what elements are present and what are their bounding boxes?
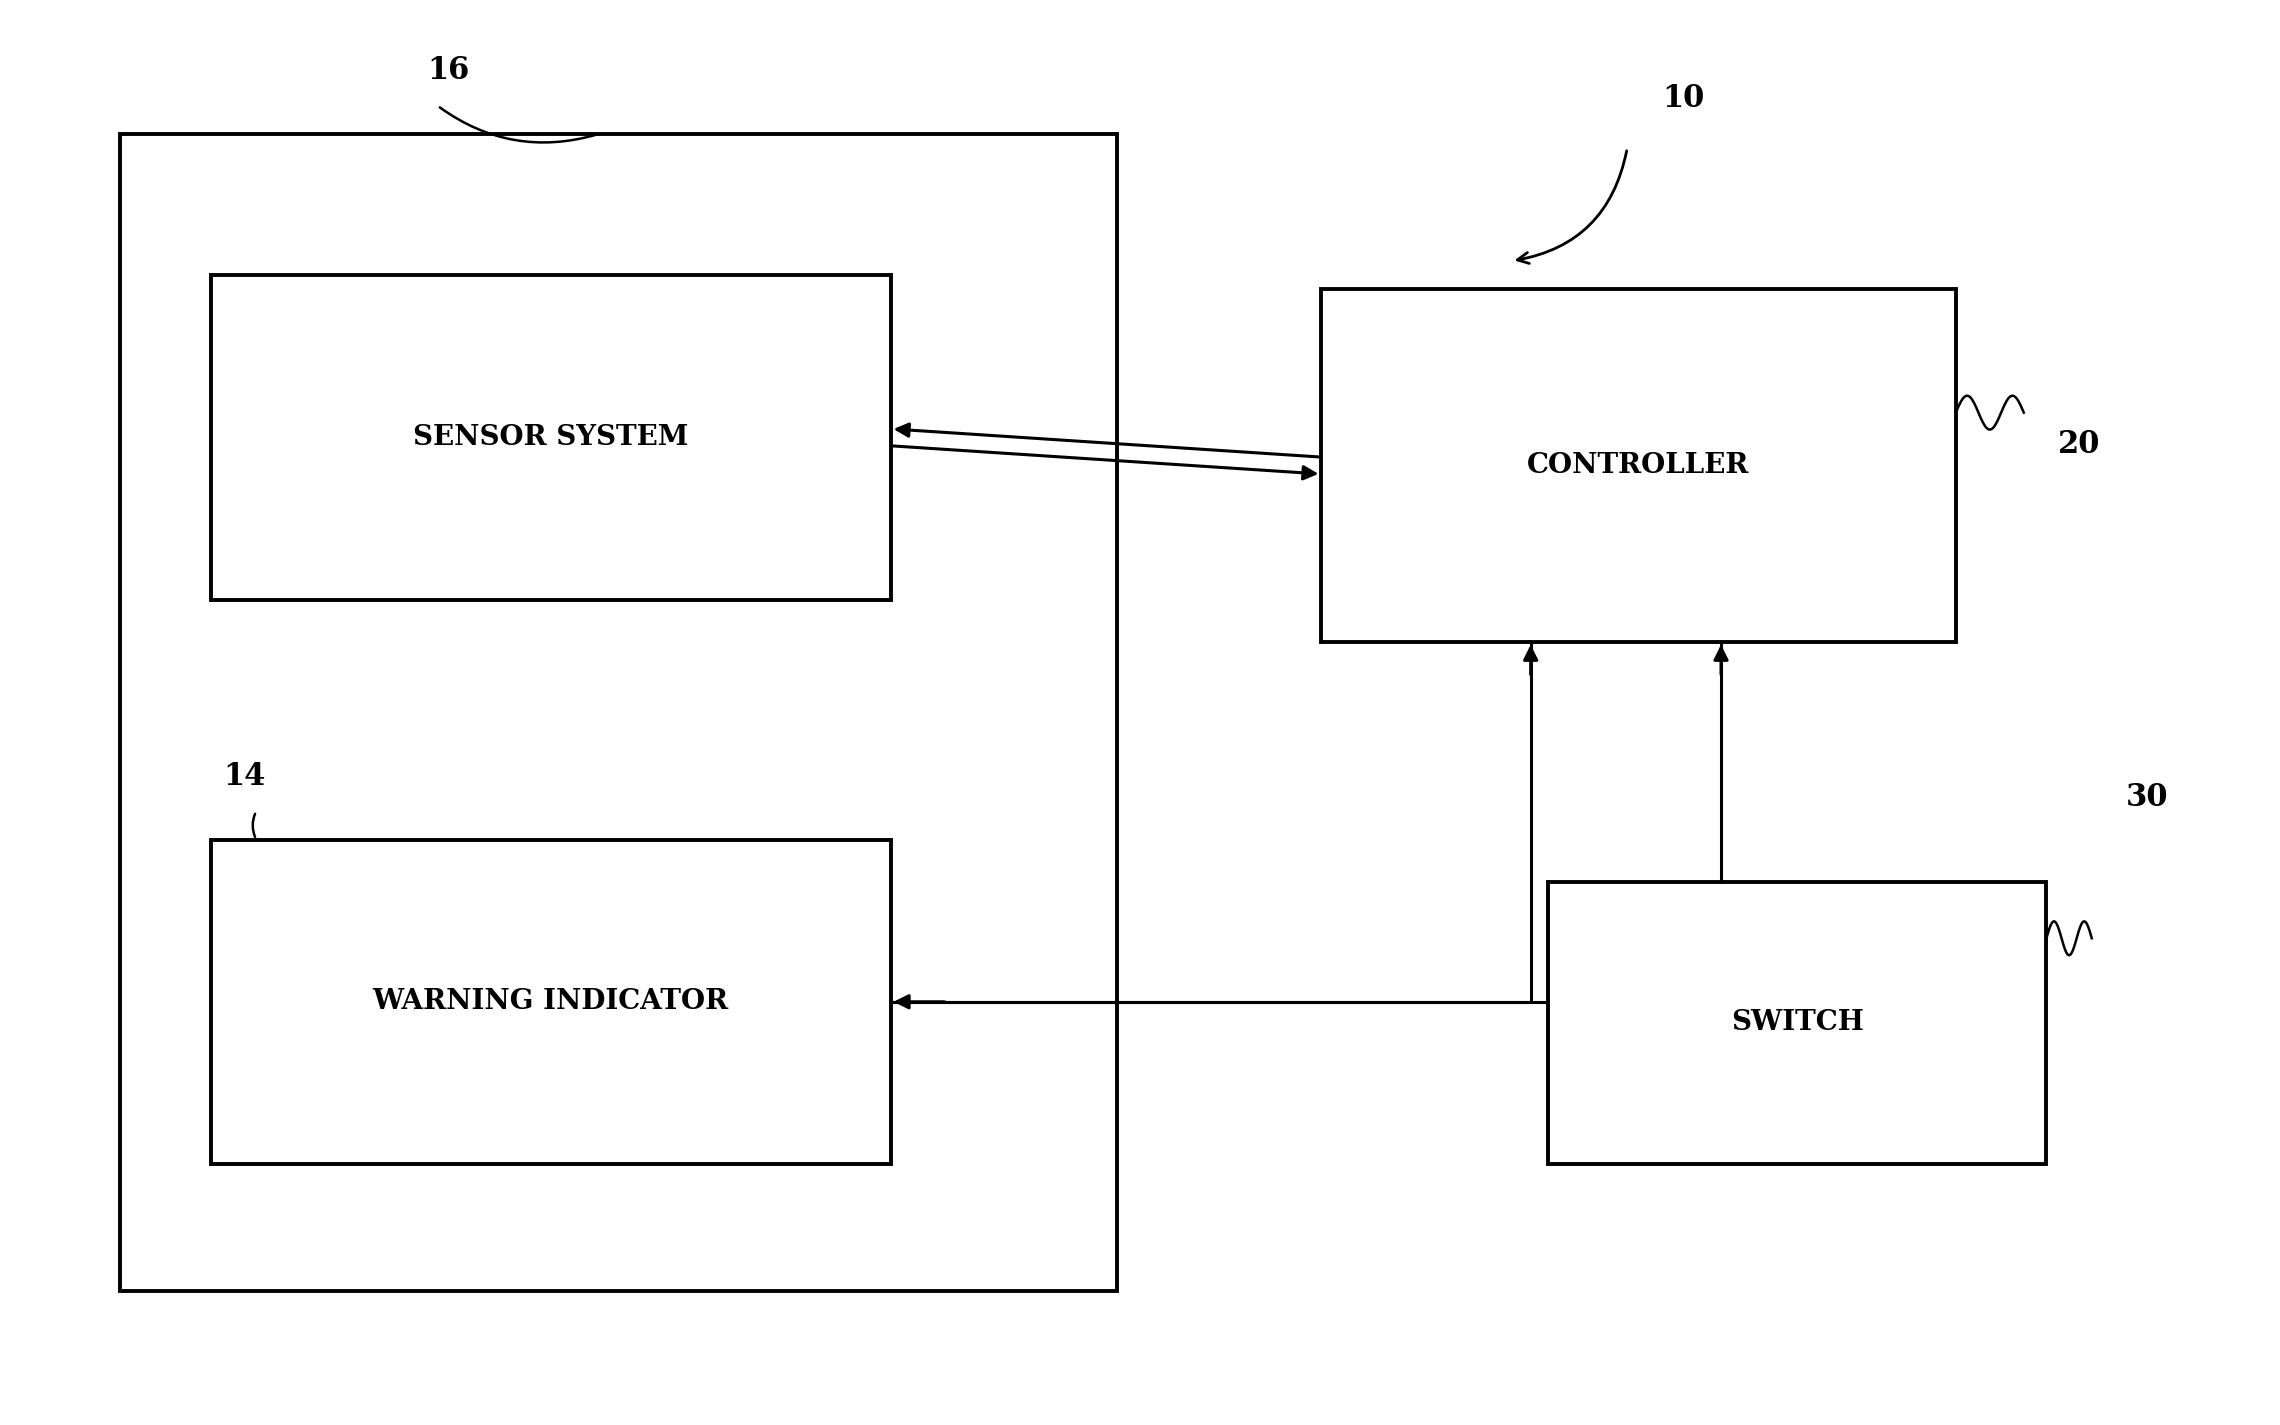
Bar <box>210 839 891 1164</box>
Text: 16: 16 <box>429 56 470 86</box>
Bar <box>121 134 1117 1291</box>
Text: SWITCH: SWITCH <box>1731 1009 1863 1036</box>
Text: 30: 30 <box>2125 782 2168 812</box>
Text: 20: 20 <box>2059 429 2100 460</box>
Bar <box>1322 289 1956 641</box>
Text: WARNING INDICATOR: WARNING INDICATOR <box>372 989 730 1015</box>
Text: SENSOR SYSTEM: SENSOR SYSTEM <box>413 423 689 450</box>
Text: 14: 14 <box>223 761 267 791</box>
Bar <box>1548 882 2047 1164</box>
Bar <box>210 275 891 600</box>
Text: CONTROLLER: CONTROLLER <box>1528 452 1749 479</box>
Text: 10: 10 <box>1662 83 1705 114</box>
